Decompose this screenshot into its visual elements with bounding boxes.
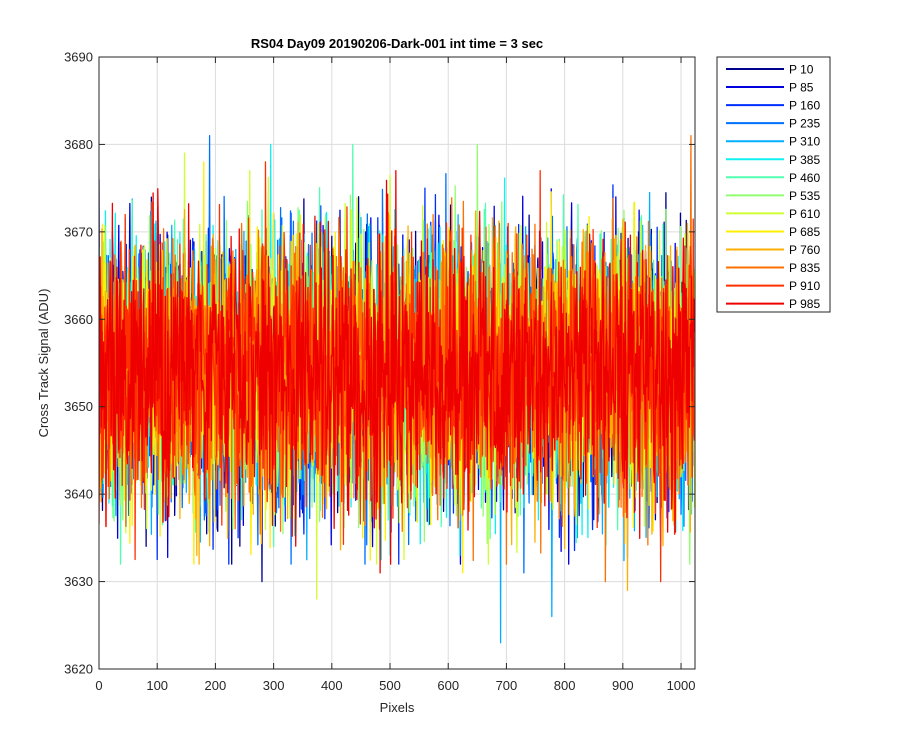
legend-label: P 310	[789, 135, 820, 149]
x-tick-label: 400	[321, 678, 343, 693]
legend-label: P 985	[789, 297, 820, 311]
legend-label: P 535	[789, 189, 820, 203]
legend-label: P 85	[789, 81, 814, 95]
x-tick-label: 700	[496, 678, 518, 693]
plot-area	[99, 135, 695, 644]
legend-label: P 460	[789, 171, 820, 185]
y-tick-label: 3640	[64, 487, 93, 502]
legend-entry: P 160	[726, 99, 820, 113]
y-tick-label: 3670	[64, 224, 93, 239]
legend-entry: P 910	[726, 279, 820, 293]
legend-label: P 10	[789, 63, 814, 77]
x-tick-label: 600	[437, 678, 459, 693]
legend-label: P 235	[789, 117, 820, 131]
legend-entry: P 310	[726, 135, 820, 149]
legend-label: P 385	[789, 153, 820, 167]
legend-label: P 685	[789, 225, 820, 239]
y-axis-label: Cross Track Signal (ADU)	[36, 289, 51, 438]
plot-area-frame	[98, 56, 696, 670]
legend-label: P 160	[789, 99, 820, 113]
legend: P 10 P 85 P 160 P 235 P 310 P 385 P 460 P 535 P …	[716, 56, 831, 313]
legend-entry: P 610	[726, 207, 820, 221]
legend-items: P 10 P 85 P 160 P 235 P 310 P 385 P 460 P 535 P …	[726, 63, 820, 311]
y-tick-label: 3650	[64, 399, 93, 414]
y-tick-label: 3680	[64, 137, 93, 152]
chart-title: RS04 Day09 20190206-Dark-001 int time = …	[251, 36, 543, 51]
series-lines	[99, 135, 695, 644]
series-line-p-985	[99, 170, 695, 574]
y-tick-label: 3660	[64, 312, 93, 327]
legend-entry: P 985	[726, 297, 820, 311]
legend-entry: P 535	[726, 189, 820, 203]
legend-entry: P 760	[726, 243, 820, 257]
x-tick-label: 1000	[667, 678, 696, 693]
y-tick-label: 3690	[64, 50, 93, 65]
legend-label: P 760	[789, 243, 820, 257]
x-tick-label: 800	[554, 678, 576, 693]
axis-ticks: 0 100 200 300 400 500 600 700 800 900 1000 3620 3630…	[64, 50, 695, 694]
x-tick-label: 500	[379, 678, 401, 693]
legend-entry: P 235	[726, 117, 820, 131]
y-tick-label: 3630	[64, 574, 93, 589]
legend-entry: P 835	[726, 261, 820, 275]
x-tick-label: 0	[95, 678, 102, 693]
x-tick-label: 200	[205, 678, 227, 693]
x-tick-label: 900	[612, 678, 634, 693]
y-tick-label: 3620	[64, 662, 93, 677]
x-tick-label: 100	[146, 678, 168, 693]
legend-entry: P 685	[726, 225, 820, 239]
legend-label: P 910	[789, 279, 820, 293]
legend-entry: P 10	[726, 63, 814, 77]
legend-entry: P 385	[726, 153, 820, 167]
legend-entry: P 85	[726, 81, 814, 95]
x-tick-label: 300	[263, 678, 285, 693]
legend-box	[716, 56, 831, 313]
x-axis-label: Pixels	[380, 700, 415, 715]
legend-label: P 610	[789, 207, 820, 221]
legend-entry: P 460	[726, 171, 820, 185]
legend-label: P 835	[789, 261, 820, 275]
